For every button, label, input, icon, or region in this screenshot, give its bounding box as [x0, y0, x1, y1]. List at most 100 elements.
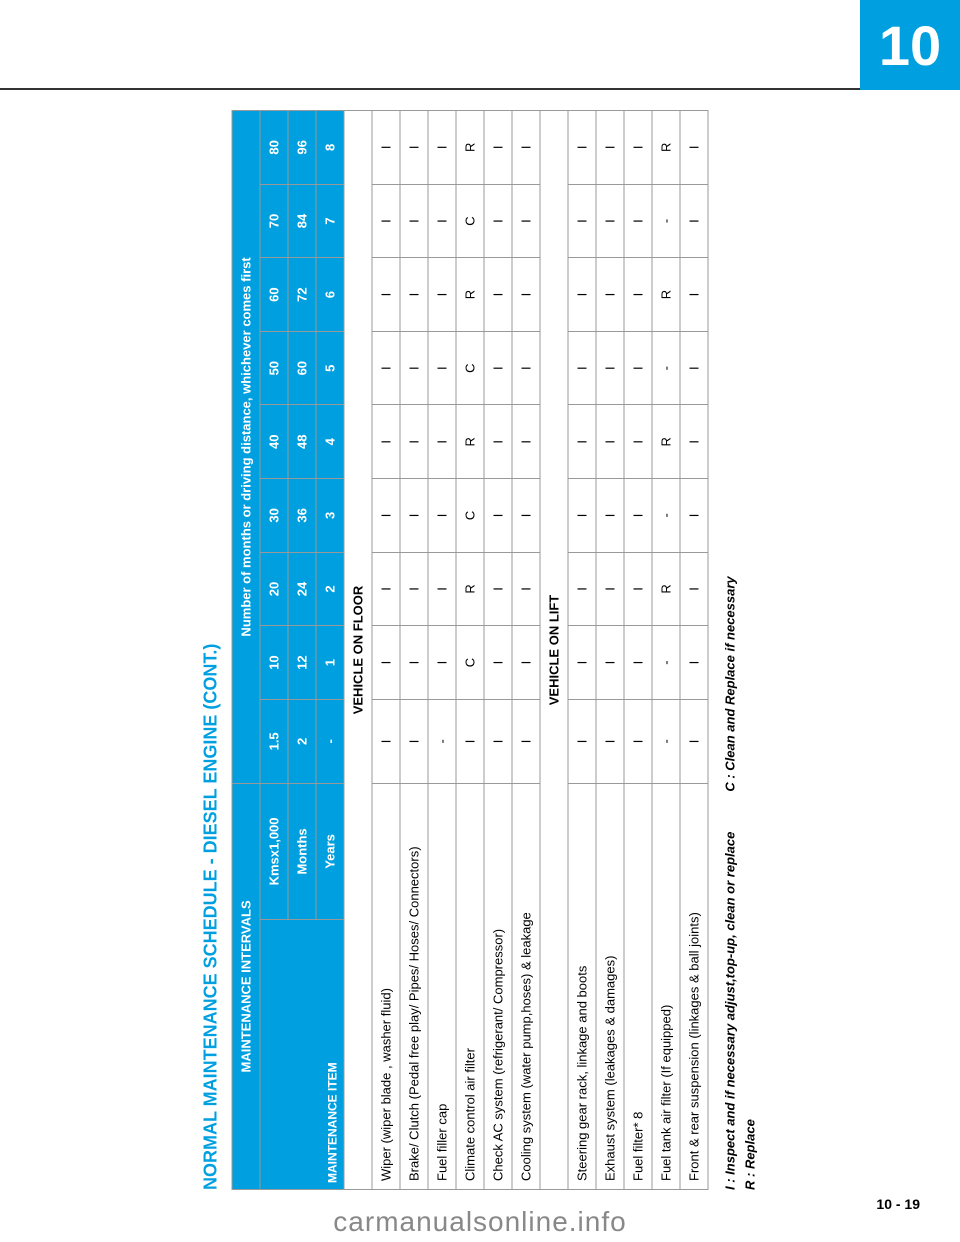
value-cell: R — [652, 405, 680, 479]
hv: 6 — [316, 258, 344, 332]
value-cell: I — [428, 405, 456, 479]
item-cell: Fuel tank air filter (If equipped) — [652, 783, 680, 1189]
value-cell: I — [372, 184, 400, 258]
hv: 84 — [288, 184, 316, 258]
legend-C: C : Clean and Replace if necessary — [721, 576, 741, 791]
value-cell: R — [652, 111, 680, 185]
value-cell: R — [652, 552, 680, 626]
table-row: Cooling system (water pump,hoses) & leak… — [512, 111, 540, 1190]
value-cell: - — [652, 699, 680, 783]
value-cell: I — [428, 626, 456, 700]
item-cell: Front & rear suspension (linkages & ball… — [680, 783, 708, 1189]
schedule-title: NORMAL MAINTENANCE SCHEDULE - DIESEL ENG… — [201, 110, 222, 1190]
hv: 1.5 — [260, 699, 288, 783]
table-row: Climate control air filterICRCRCRCR — [456, 111, 484, 1190]
value-cell: I — [512, 626, 540, 700]
value-cell: I — [568, 479, 596, 553]
value-cell: I — [680, 331, 708, 405]
value-cell: I — [400, 184, 428, 258]
hv: 1 — [316, 626, 344, 700]
value-cell: I — [512, 111, 540, 185]
hv: - — [316, 699, 344, 783]
value-cell: I — [484, 626, 512, 700]
value-cell: I — [624, 184, 652, 258]
table-body: VEHICLE ON FLOORWiper (wiper blade , was… — [344, 111, 708, 1190]
value-cell: - — [652, 184, 680, 258]
hv: 2 — [288, 699, 316, 783]
value-cell: I — [372, 699, 400, 783]
table-row: Exhaust system (leakages & damages)IIIII… — [596, 111, 624, 1190]
hv: 96 — [288, 111, 316, 185]
value-cell: I — [484, 258, 512, 332]
value-cell: I — [596, 626, 624, 700]
value-cell: - — [652, 331, 680, 405]
value-cell: I — [596, 552, 624, 626]
value-cell: I — [428, 552, 456, 626]
value-cell: I — [400, 331, 428, 405]
value-cell: I — [484, 331, 512, 405]
value-cell: I — [372, 258, 400, 332]
legend-R: R : Replace — [740, 1119, 760, 1190]
value-cell: I — [512, 331, 540, 405]
value-cell: I — [428, 331, 456, 405]
value-cell: I — [400, 258, 428, 332]
table-row: Brake/ Clutch (Pedal free play/ Pipes/ H… — [400, 111, 428, 1190]
span-header: Number of months or driving distance, wh… — [232, 111, 260, 784]
value-cell: R — [456, 405, 484, 479]
intervals-header: MAINTENANCE INTERVALS — [232, 783, 260, 1189]
table-row: Fuel filler cap-IIIIIIII — [428, 111, 456, 1190]
hv: 72 — [288, 258, 316, 332]
value-cell: I — [624, 479, 652, 553]
value-cell: R — [456, 552, 484, 626]
chapter-number-box: 10 — [860, 0, 960, 90]
value-cell: I — [512, 184, 540, 258]
table-row: Steering gear rack, linkage and bootsIII… — [568, 111, 596, 1190]
value-cell: C — [456, 331, 484, 405]
value-cell: I — [596, 184, 624, 258]
table-row: Check AC system (refrigerant/ Compressor… — [484, 111, 512, 1190]
hv: 30 — [260, 479, 288, 553]
item-cell: Fuel filler cap — [428, 783, 456, 1189]
value-cell: I — [680, 699, 708, 783]
value-cell: I — [624, 626, 652, 700]
value-cell: I — [624, 405, 652, 479]
value-cell: I — [680, 405, 708, 479]
value-cell: I — [484, 405, 512, 479]
value-cell: I — [568, 699, 596, 783]
value-cell: I — [372, 552, 400, 626]
hv: 36 — [288, 479, 316, 553]
value-cell: I — [512, 258, 540, 332]
diagonal-header: MAINTENANCE ITEM — [260, 920, 344, 1190]
table-row: Front & rear suspension (linkages & ball… — [680, 111, 708, 1190]
item-cell: Climate control air filter — [456, 783, 484, 1189]
table-header: MAINTENANCE INTERVALS Number of months o… — [232, 111, 344, 1190]
kms-label: Kmsx1,000 — [260, 783, 288, 919]
value-cell: I — [372, 626, 400, 700]
value-cell: I — [568, 552, 596, 626]
value-cell: - — [652, 479, 680, 553]
value-cell: I — [372, 331, 400, 405]
item-cell: Check AC system (refrigerant/ Compressor… — [484, 783, 512, 1189]
value-cell: I — [428, 479, 456, 553]
main-content: NORMAL MAINTENANCE SCHEDULE - DIESEL ENG… — [201, 110, 760, 1190]
value-cell: I — [428, 111, 456, 185]
value-cell: I — [400, 405, 428, 479]
value-cell: - — [428, 699, 456, 783]
value-cell: I — [680, 552, 708, 626]
value-cell: I — [400, 479, 428, 553]
value-cell: I — [512, 405, 540, 479]
value-cell: I — [372, 479, 400, 553]
value-cell: I — [568, 331, 596, 405]
value-cell: I — [372, 405, 400, 479]
item-cell: Steering gear rack, linkage and boots — [568, 783, 596, 1189]
item-cell: Fuel filter* 8 — [624, 783, 652, 1189]
value-cell: R — [652, 258, 680, 332]
value-cell: I — [596, 331, 624, 405]
value-cell: I — [372, 111, 400, 185]
value-cell: I — [484, 111, 512, 185]
value-cell: I — [568, 626, 596, 700]
value-cell: I — [568, 258, 596, 332]
value-cell: I — [568, 184, 596, 258]
value-cell: I — [596, 479, 624, 553]
value-cell: I — [596, 699, 624, 783]
